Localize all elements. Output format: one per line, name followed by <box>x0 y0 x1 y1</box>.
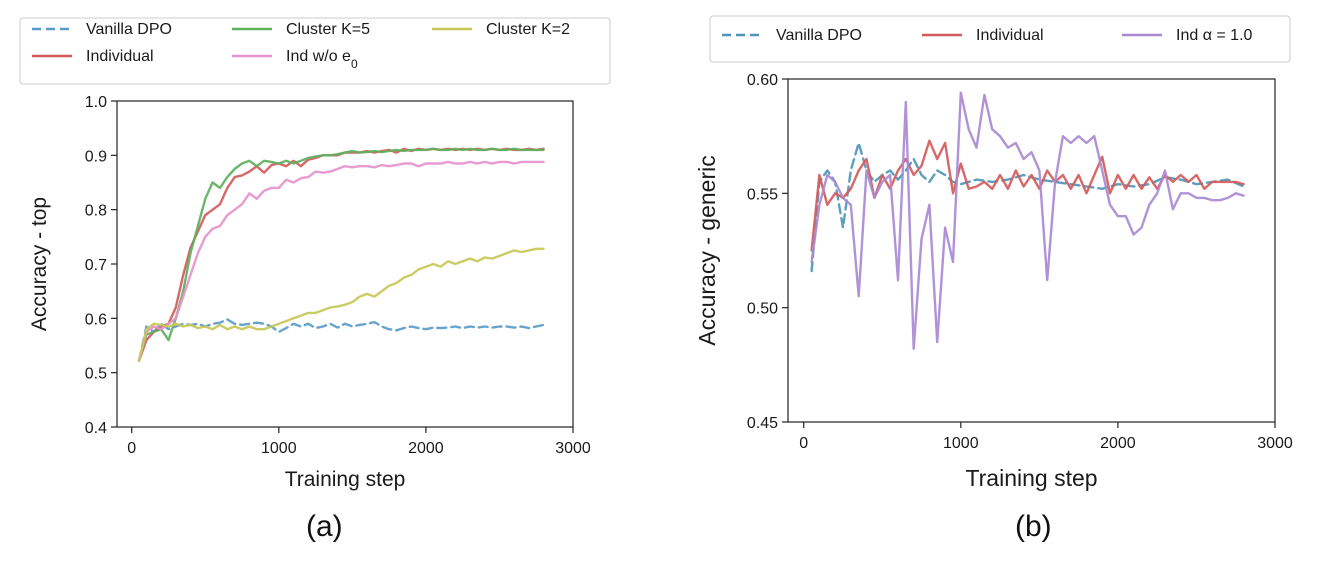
y-tick-label: 0.45 <box>747 415 778 432</box>
y-tick-label: 0.55 <box>747 186 778 203</box>
legend-label: Cluster K=2 <box>486 21 570 38</box>
series-line-0 <box>137 318 545 362</box>
series-line-3 <box>137 160 545 362</box>
legend-label: Vanilla DPO <box>86 21 172 38</box>
x-axis-label: Training step <box>285 468 406 491</box>
legend-box <box>709 15 1291 63</box>
legend-label: Individual <box>86 48 154 65</box>
legend: Vanilla DPO Individual Ind α = 1.0 <box>709 15 1291 63</box>
caption-b: (b) <box>1015 510 1052 543</box>
y-tick-label: 0.50 <box>747 301 778 318</box>
x-tick-label: 1000 <box>943 435 979 452</box>
legend-label: Cluster K=5 <box>286 21 370 38</box>
series-line-2 <box>137 147 545 362</box>
legend-box <box>19 17 611 85</box>
legend-label: Ind α = 1.0 <box>1176 27 1253 44</box>
x-tick-label: 0 <box>127 440 136 457</box>
y-axis-label: Accuracy - top <box>28 197 51 331</box>
legend-label-subscript: 0 <box>351 57 358 71</box>
y-tick-label: 0.4 <box>85 420 107 437</box>
y-tick-label: 1.0 <box>85 94 107 111</box>
y-tick-label: 0.6 <box>85 311 107 328</box>
y-tick-label: 0.7 <box>85 257 107 274</box>
legend-label: Vanilla DPO <box>776 27 862 44</box>
y-axis-label: Accuracy - generic <box>694 155 720 345</box>
series-line-1 <box>810 139 1245 252</box>
x-axis-label: Training step <box>965 465 1097 491</box>
series-line-2 <box>810 91 1245 350</box>
chart-panel-0: 0 1000 2000 3000 0.4 0.5 0.6 0.7 0.8 0.9 1.0 Traini… <box>19 17 611 491</box>
series-line-0 <box>810 141 1245 273</box>
legend-label: Individual <box>976 27 1044 44</box>
x-tick-label: 3000 <box>1257 435 1293 452</box>
y-tick-label: 0.5 <box>85 366 107 383</box>
y-tick-label: 0.9 <box>85 148 107 165</box>
chart-panel-1: 0 1000 2000 3000 0.45 0.50 0.55 0.60 Training st… <box>694 15 1293 491</box>
x-tick-label: 3000 <box>555 440 591 457</box>
series-line-4 <box>137 247 545 362</box>
y-tick-label: 0.60 <box>747 72 778 89</box>
y-tick-label: 0.8 <box>85 203 107 220</box>
x-tick-label: 0 <box>799 435 808 452</box>
x-tick-label: 1000 <box>261 440 297 457</box>
x-tick-label: 2000 <box>408 440 444 457</box>
x-tick-label: 2000 <box>1100 435 1136 452</box>
plot-frame <box>787 78 1276 423</box>
caption-a: (a) <box>306 510 343 543</box>
